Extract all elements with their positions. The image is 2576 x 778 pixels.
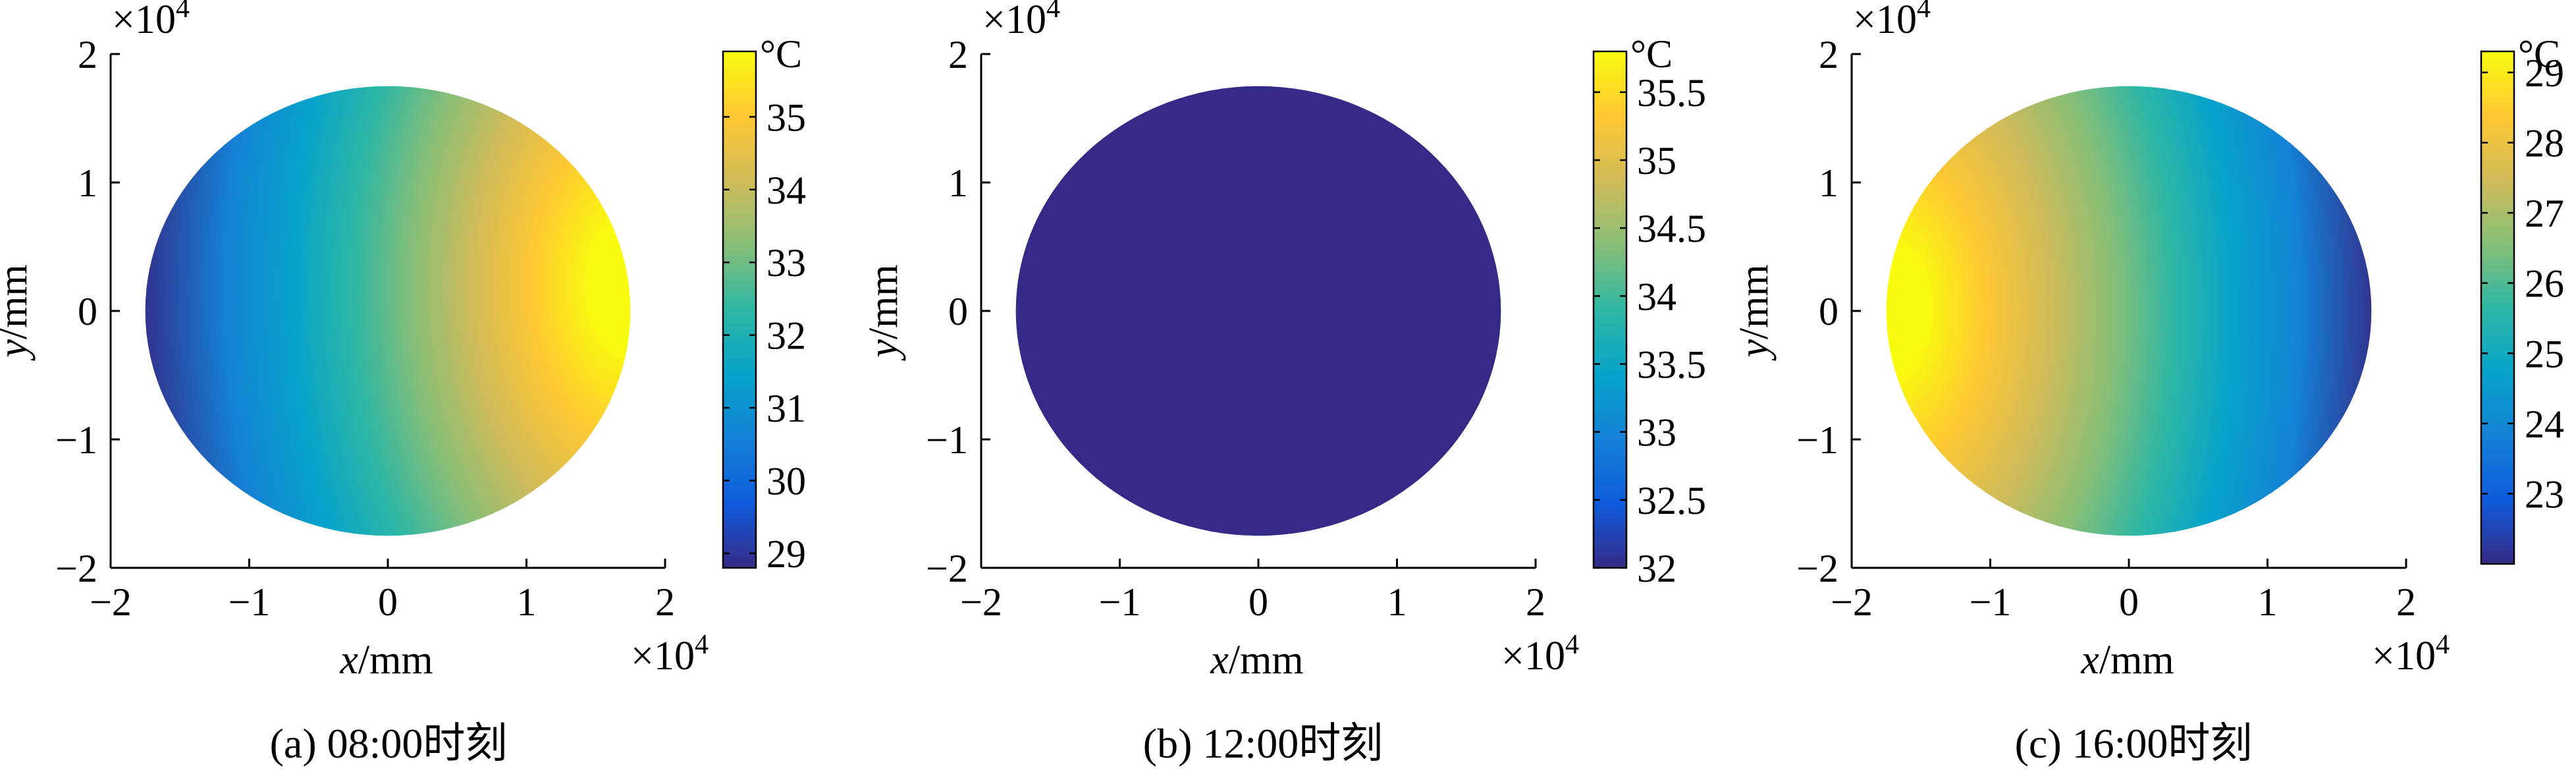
panel-1: −2 −1 0 1 2 −2 −1 0 1 2 ×104 ×104 x/mm y/mm 29 30 31 32 33… <box>0 0 806 767</box>
colorbar-tick-label: 24 <box>2525 403 2564 446</box>
y-axis-label: y/mm <box>0 264 36 361</box>
panel-caption: (a) 08:00时刻 <box>270 720 508 767</box>
panel-caption: (c) 16:00时刻 <box>2015 720 2253 767</box>
colorbar-unit: °C <box>760 32 802 76</box>
y-tick-label: −1 <box>1796 418 1838 462</box>
colorbar-tick-label: 35.5 <box>1637 71 1706 115</box>
colorbar-tick-label: 32 <box>766 314 806 358</box>
y-tick-label: 0 <box>948 290 968 333</box>
colorbar-tick-label: 35 <box>1637 139 1677 182</box>
x-tick-label: −2 <box>1831 580 1873 624</box>
colorbar-unit: °C <box>1630 32 1673 76</box>
colorbar <box>722 50 757 569</box>
y-tick-label: 1 <box>78 161 97 205</box>
heat-field <box>1886 86 2372 536</box>
colorbar-tick-label: 31 <box>766 387 806 430</box>
x-tick-label: 2 <box>2396 580 2416 624</box>
y-tick-label: −1 <box>926 418 968 462</box>
y-axis-label: y/mm <box>861 264 906 361</box>
x-tick-label: −1 <box>1970 580 2012 624</box>
panel-2: −2 −1 0 1 2 −2 −1 0 1 2 ×104 ×104 x/mm y/mm 32 32.5 33 33… <box>861 0 1706 767</box>
y-tick-label: −1 <box>55 418 97 462</box>
colorbar-tick-label: 29 <box>766 532 806 576</box>
x-tick-label: 1 <box>2258 580 2278 624</box>
colorbar-tick-label: 30 <box>766 459 806 503</box>
colorbar-tick-label: 26 <box>2525 262 2564 306</box>
x-tick-label: 0 <box>2119 580 2139 624</box>
colorbar-tick-label: 29 <box>2525 51 2564 95</box>
x-exponent: ×104 <box>2372 630 2450 679</box>
colorbar-tick-label: 25 <box>2525 332 2564 375</box>
x-tick-label: 2 <box>655 580 675 624</box>
y-tick-label: 0 <box>78 290 97 333</box>
colorbar <box>1592 50 1628 569</box>
colorbar-tick-label: 35 <box>766 96 806 139</box>
colorbar-unit: °C <box>2518 32 2560 76</box>
colorbar-tick-label: 33.5 <box>1637 343 1706 387</box>
colorbar-tick-label: 34 <box>766 169 806 212</box>
x-tick-label: 1 <box>517 580 537 624</box>
y-tick-label: −2 <box>55 547 97 590</box>
colorbar-tick-label: 23 <box>2525 472 2564 516</box>
colorbar-tick-label: 32.5 <box>1637 479 1706 522</box>
y-tick-label: 2 <box>78 33 97 76</box>
x-axis-label: x/mm <box>2080 638 2174 682</box>
y-exponent: ×104 <box>112 0 190 42</box>
y-exponent: ×104 <box>1853 0 1931 42</box>
colorbar-tick-label: 33 <box>1637 411 1677 455</box>
y-tick-label: 2 <box>1819 33 1838 76</box>
x-axis-label: x/mm <box>1210 638 1303 682</box>
x-tick-label: −2 <box>960 580 1002 624</box>
heat-field <box>145 86 631 536</box>
y-tick-label: −2 <box>926 547 968 590</box>
panel-caption: (b) 12:00时刻 <box>1143 720 1383 767</box>
y-tick-label: 1 <box>948 161 968 205</box>
heat-field <box>1015 86 1501 536</box>
colorbar-tick-label: 28 <box>2525 122 2564 165</box>
panel-3: −2 −1 0 1 2 −2 −1 0 1 2 ×104 ×104 x/mm y/mm 23 24 25 26 27… <box>1732 0 2564 767</box>
colorbar-tick-label: 34 <box>1637 275 1677 318</box>
y-tick-label: 2 <box>948 33 968 76</box>
x-tick-label: 2 <box>1526 580 1545 624</box>
colorbar <box>2480 50 2515 565</box>
y-tick-label: −2 <box>1796 547 1838 590</box>
x-exponent: ×104 <box>1501 630 1579 679</box>
colorbar-tick-label: 27 <box>2525 192 2564 235</box>
x-tick-label: −2 <box>90 580 132 624</box>
x-tick-label: −1 <box>228 580 271 624</box>
colorbar-tick-label: 32 <box>1637 547 1677 590</box>
x-tick-label: 0 <box>378 580 398 624</box>
x-axis-label: x/mm <box>339 638 433 682</box>
x-exponent: ×104 <box>631 630 709 679</box>
y-tick-label: 0 <box>1819 290 1838 333</box>
x-tick-label: 0 <box>1248 580 1268 624</box>
colorbar-tick-label: 33 <box>766 241 806 285</box>
y-exponent: ×104 <box>982 0 1060 42</box>
colorbar-tick-label: 34.5 <box>1637 207 1706 250</box>
x-tick-label: −1 <box>1099 580 1141 624</box>
y-axis-label: y/mm <box>1732 264 1777 361</box>
x-tick-label: 1 <box>1387 580 1407 624</box>
y-tick-label: 1 <box>1819 161 1838 205</box>
